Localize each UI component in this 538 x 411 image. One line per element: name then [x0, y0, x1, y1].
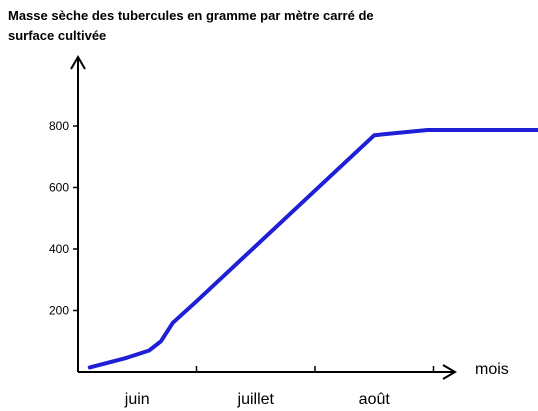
x-category-label: août: [359, 391, 391, 408]
y-tick-label: 400: [49, 242, 69, 256]
y-tick-label: 800: [49, 119, 69, 133]
x-category-label: juin: [124, 391, 150, 408]
x-categories: juin juillet août: [124, 366, 435, 408]
x-axis-arrow: [442, 364, 457, 380]
y-axis-arrow: [70, 55, 86, 70]
x-category-label: juillet: [237, 391, 275, 408]
y-ticks: 200 400 600 800: [49, 119, 78, 318]
chart-title: Masse sèche des tubercules en gramme par…: [8, 8, 374, 43]
axes: [70, 55, 457, 380]
y-tick-label: 600: [49, 181, 69, 195]
x-axis-label: mois: [475, 361, 509, 378]
series-line: [87, 128, 538, 370]
y-tick-label: 200: [49, 304, 69, 318]
series-group: [87, 128, 538, 370]
